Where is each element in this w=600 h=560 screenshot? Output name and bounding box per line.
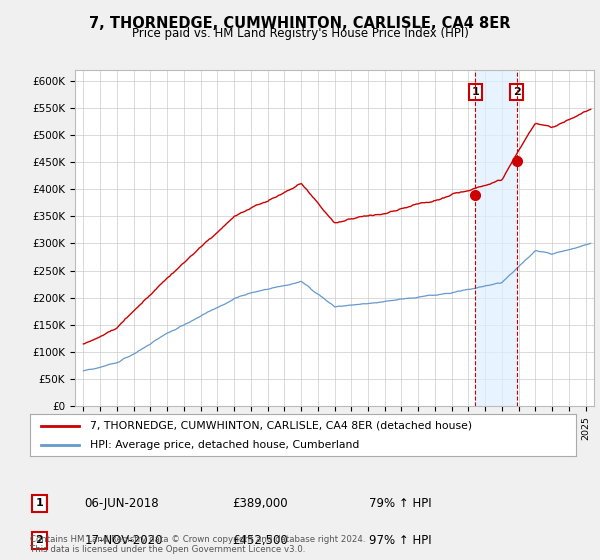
Text: 1: 1 [35, 498, 43, 508]
Text: 7, THORNEDGE, CUMWHINTON, CARLISLE, CA4 8ER: 7, THORNEDGE, CUMWHINTON, CARLISLE, CA4 … [89, 16, 511, 31]
Text: 2: 2 [35, 535, 43, 545]
Text: 17-NOV-2020: 17-NOV-2020 [85, 534, 163, 547]
Text: 79% ↑ HPI: 79% ↑ HPI [368, 497, 431, 510]
Text: Price paid vs. HM Land Registry's House Price Index (HPI): Price paid vs. HM Land Registry's House … [131, 27, 469, 40]
Bar [475, 70, 517, 406]
Text: 7, THORNEDGE, CUMWHINTON, CARLISLE, CA4 8ER (detached house): 7, THORNEDGE, CUMWHINTON, CARLISLE, CA4 … [90, 421, 472, 431]
Text: £389,000: £389,000 [232, 497, 287, 510]
Text: £452,500: £452,500 [232, 534, 288, 547]
Text: 2: 2 [513, 87, 521, 97]
Text: 06-JUN-2018: 06-JUN-2018 [85, 497, 159, 510]
Text: 1: 1 [472, 87, 479, 97]
Text: Contains HM Land Registry data © Crown copyright and database right 2024.
This d: Contains HM Land Registry data © Crown c… [30, 535, 365, 554]
Text: 97% ↑ HPI: 97% ↑ HPI [368, 534, 431, 547]
Text: HPI: Average price, detached house, Cumberland: HPI: Average price, detached house, Cumb… [90, 440, 359, 450]
